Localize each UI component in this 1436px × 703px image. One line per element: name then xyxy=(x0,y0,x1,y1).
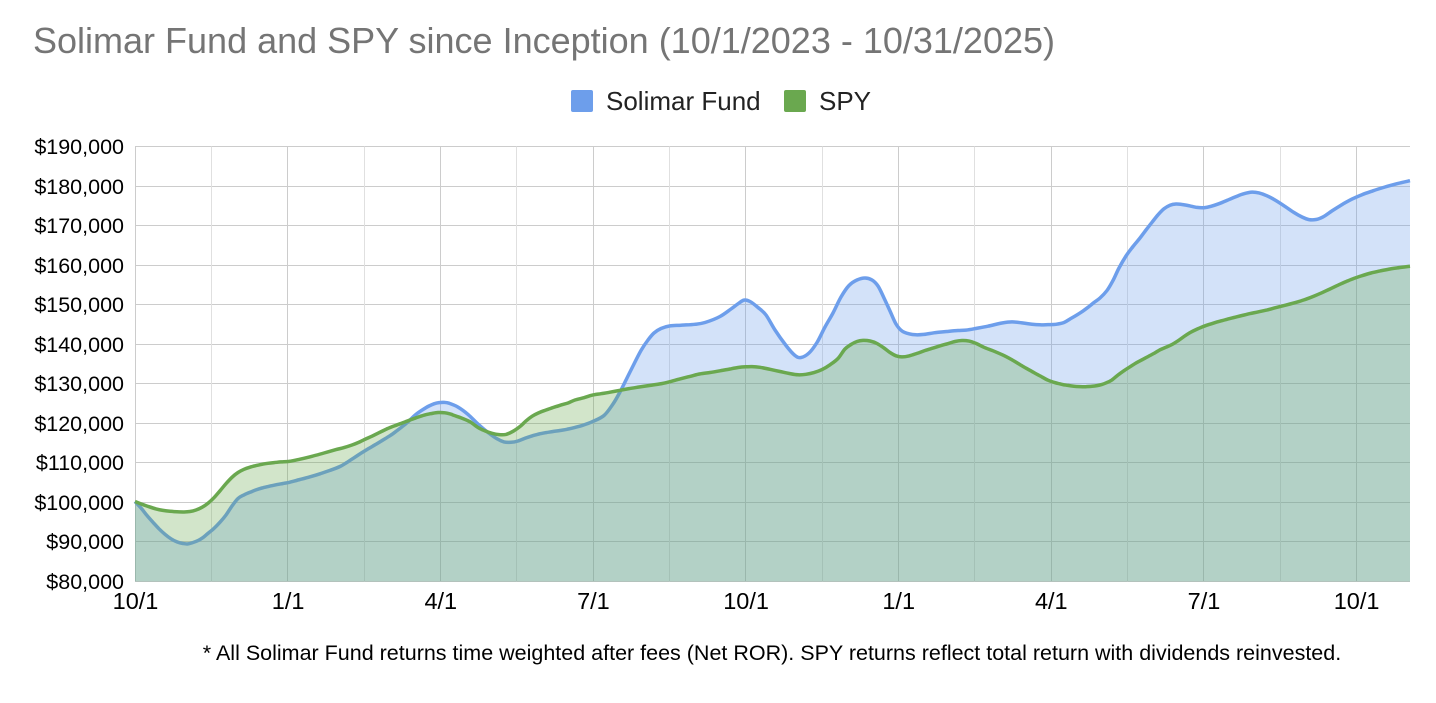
svg-text:$140,000: $140,000 xyxy=(34,333,124,357)
svg-text:$110,000: $110,000 xyxy=(36,451,124,475)
svg-text:7/1: 7/1 xyxy=(1188,588,1221,614)
svg-text:* All Solimar Fund returns tim: * All Solimar Fund returns time weighted… xyxy=(203,641,1341,665)
svg-text:10/1: 10/1 xyxy=(723,588,769,614)
svg-text:$90,000: $90,000 xyxy=(46,530,124,554)
svg-text:$120,000: $120,000 xyxy=(34,412,124,436)
svg-text:$100,000: $100,000 xyxy=(34,491,124,515)
svg-text:$180,000: $180,000 xyxy=(34,175,124,199)
svg-text:4/1: 4/1 xyxy=(424,588,457,614)
svg-text:$150,000: $150,000 xyxy=(34,293,124,317)
svg-text:7/1: 7/1 xyxy=(577,588,610,614)
svg-text:Solimar Fund: Solimar Fund xyxy=(606,86,761,116)
svg-text:10/1: 10/1 xyxy=(113,588,159,614)
svg-text:1/1: 1/1 xyxy=(272,588,305,614)
svg-text:$80,000: $80,000 xyxy=(46,570,124,594)
svg-text:1/1: 1/1 xyxy=(882,588,915,614)
svg-text:10/1: 10/1 xyxy=(1334,588,1380,614)
svg-text:$130,000: $130,000 xyxy=(34,372,124,396)
svg-text:$170,000: $170,000 xyxy=(34,214,124,238)
svg-text:4/1: 4/1 xyxy=(1035,588,1068,614)
svg-text:SPY: SPY xyxy=(819,86,871,116)
svg-text:Solimar Fund and SPY since Inc: Solimar Fund and SPY since Inception (10… xyxy=(33,20,1055,61)
svg-text:$190,000: $190,000 xyxy=(34,135,124,159)
svg-text:$160,000: $160,000 xyxy=(34,254,124,278)
